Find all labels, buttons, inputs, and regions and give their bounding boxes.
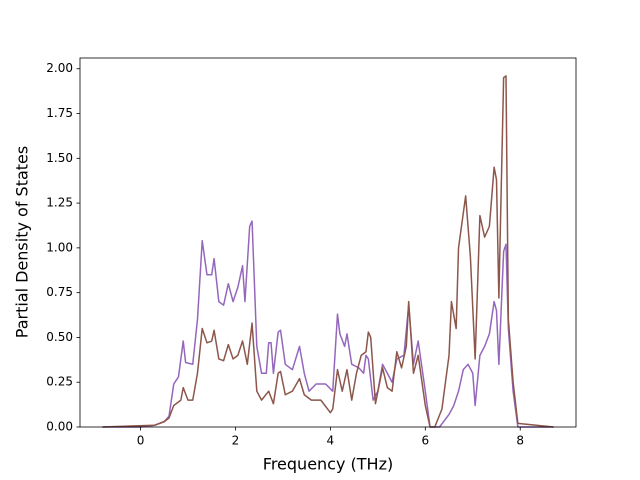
plot-frame xyxy=(79,57,577,428)
x-tick-label: 2 xyxy=(232,434,240,448)
series-line xyxy=(102,75,554,428)
x-axis-label: Frequency (THz) xyxy=(263,455,393,474)
y-tick-label: 0.50 xyxy=(46,330,73,344)
y-tick-label: 0.75 xyxy=(46,285,73,299)
x-tick-label: 4 xyxy=(327,434,335,448)
series-line xyxy=(102,220,554,428)
x-tick-label: 6 xyxy=(421,434,429,448)
y-tick-label: 0.00 xyxy=(46,420,73,434)
y-tick-label: 2.00 xyxy=(46,61,73,75)
y-tick-label: 1.00 xyxy=(46,240,73,254)
y-tick-label: 1.75 xyxy=(46,106,73,120)
y-axis-label: Partial Density of States xyxy=(13,146,32,338)
y-tick-label: 0.25 xyxy=(46,375,73,389)
x-tick-label: 0 xyxy=(137,434,145,448)
y-tick-label: 1.50 xyxy=(46,151,73,165)
x-tick-label: 8 xyxy=(516,434,524,448)
y-tick-label: 1.25 xyxy=(46,196,73,210)
